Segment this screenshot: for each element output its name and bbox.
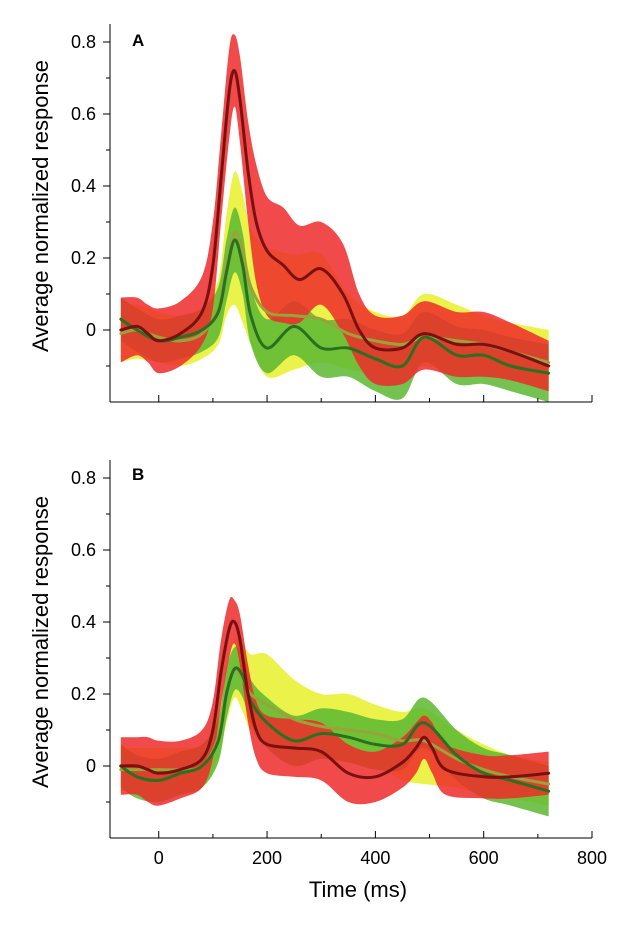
y-axis-title: Average normalized response (28, 496, 53, 788)
y-ticks: 0 0.2 0.4 0.6 0.8 (71, 32, 110, 367)
series-2-line (119, 666, 551, 793)
x-tick-label: 0 (154, 848, 164, 868)
x-tick-label: 200 (252, 848, 282, 868)
y-axis-title: Average normalized response (28, 60, 53, 352)
panel-a: 0 0.2 0.4 0.6 0.8 A Average normalized respo… (28, 24, 593, 403)
x-ticks: 0 200 400 600 800 (154, 831, 607, 868)
y-tick-label: 0.6 (71, 104, 96, 124)
series-1-line (119, 666, 551, 786)
series-3-line (119, 619, 551, 780)
x-tick-label: 600 (469, 848, 499, 868)
panel-label: B (132, 465, 144, 484)
x-ticks (158, 395, 593, 402)
series-2-line (119, 238, 551, 375)
panel-label: A (132, 31, 144, 50)
y-tick-label: 0 (86, 756, 96, 776)
x-tick-label: 800 (577, 848, 607, 868)
y-ticks: 0 0.2 0.4 0.6 0.8 (71, 468, 110, 803)
panel-b: 0 0.2 0.4 0.6 0.8 0 200 400 600 800 B Average no… (28, 460, 607, 902)
plot-area (119, 34, 551, 402)
y-tick-label: 0.6 (71, 540, 96, 560)
y-tick-label: 0.4 (71, 612, 96, 632)
x-tick-label: 400 (360, 848, 390, 868)
series-1-line (119, 231, 551, 364)
y-tick-label: 0.4 (71, 176, 96, 196)
y-tick-label: 0.2 (71, 248, 96, 268)
y-tick-label: 0.8 (71, 32, 96, 52)
y-tick-label: 0.8 (71, 468, 96, 488)
series-3-error-band (120, 34, 549, 392)
y-tick-label: 0 (86, 320, 96, 340)
y-tick-label: 0.2 (71, 684, 96, 704)
plot-area (119, 596, 551, 817)
series-3-line (119, 69, 551, 368)
x-axis-title: Time (ms) (309, 877, 407, 902)
series-3-error-band (120, 596, 549, 806)
